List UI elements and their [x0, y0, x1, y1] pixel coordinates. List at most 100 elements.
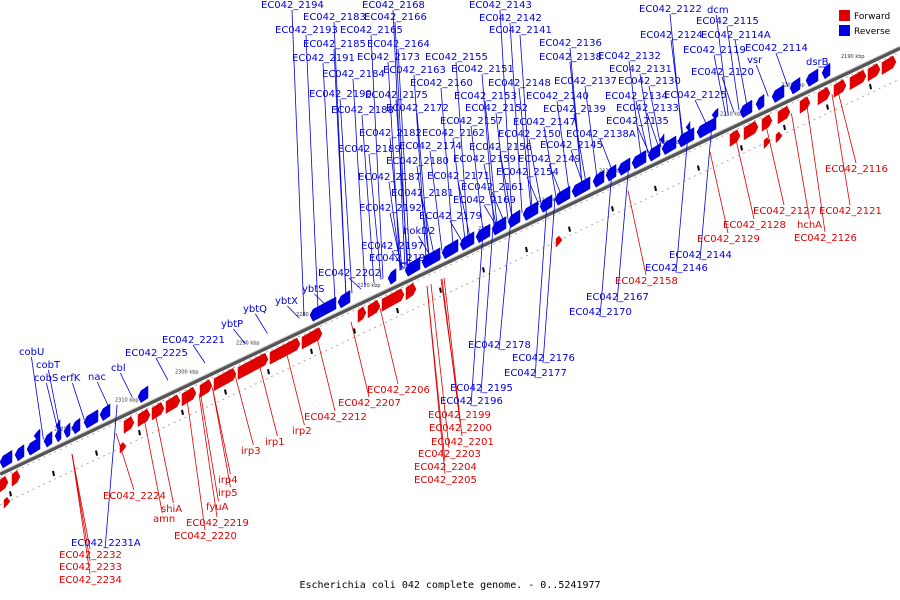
reverse-gene-arrow: [659, 133, 665, 145]
reverse-leader-line: [31, 356, 44, 440]
forward-gene-label: irp3: [241, 446, 261, 457]
reverse-gene-label: EC042_2146: [645, 263, 708, 274]
reverse-gene-label: EC042_2168: [362, 0, 425, 11]
reverse-leader-line: [395, 99, 409, 267]
reverse-gene-arrow: [755, 93, 765, 111]
reverse-gene-arrow: [631, 149, 647, 170]
forward-leader-line: [143, 419, 163, 514]
forward-leader-line: [155, 414, 174, 504]
forward-gene-arrow: [151, 402, 165, 421]
reverse-leader-line: [775, 52, 789, 88]
forward-gene-arrow: [881, 55, 897, 75]
forward-gene-arrow: [833, 79, 847, 98]
forward-gene-label: EC042_2158: [615, 276, 678, 287]
reverse-gene-arrow: [387, 268, 397, 285]
forward-gene-arrow: [775, 131, 783, 144]
reverse-leader-line: [418, 235, 431, 257]
reverse-gene-label: EC042_2185: [303, 39, 366, 50]
forward-gene-arrow: [761, 114, 773, 132]
reverse-gene-label: EC042_2130: [618, 76, 681, 87]
legend-forward-swatch: [839, 10, 850, 21]
reverse-leader-line: [449, 220, 463, 242]
forward-gene-label: EC042_2204: [414, 462, 477, 473]
reverse-gene-label: EC042_2170: [569, 307, 632, 318]
reverse-gene-label: EC042_2161: [461, 182, 524, 193]
grid-dash: [869, 84, 872, 90]
reverse-leader-line: [534, 201, 548, 379]
forward-gene-arrow: [199, 379, 213, 398]
reverse-gene-label: dcm: [707, 5, 729, 16]
reverse-gene-arrow: [739, 99, 753, 119]
kbp-tick-label: 2210 kbp: [720, 111, 744, 117]
forward-gene-label: EC042_2203: [418, 449, 481, 460]
reverse-gene-label: EC042_2135: [606, 116, 669, 127]
reverse-leader-line: [413, 74, 427, 259]
reverse-leader-line: [72, 382, 85, 421]
reverse-gene-label: EC042_2144: [669, 250, 732, 261]
reverse-leader-line: [429, 150, 443, 251]
reverse-gene-label: EC042_2193: [275, 25, 338, 36]
reverse-gene-label: EC042_2174: [399, 141, 462, 152]
forward-leader-line: [379, 308, 399, 385]
forward-gene-label: EC042_2121: [819, 206, 882, 217]
reverse-gene-label: EC042_2202: [318, 268, 381, 279]
reverse-leader-line: [599, 138, 613, 171]
reverse-gene-label: cobT: [36, 360, 61, 371]
reverse-gene-label: ybtS: [302, 284, 325, 295]
reverse-leader-line: [491, 191, 505, 222]
forward-gene-label: irp4: [218, 475, 238, 486]
reverse-gene-label: EC042_2150: [498, 129, 561, 140]
reverse-gene-label: EC042_2159: [453, 154, 516, 165]
forward-gene-label: EC042_2126: [794, 233, 857, 244]
reverse-gene-label: EC042_2172: [386, 103, 449, 114]
reverse-gene-arrow: [55, 419, 61, 430]
kbp-tick-label: 2310 kbp: [115, 398, 139, 404]
grid-dash: [525, 246, 528, 253]
reverse-gene-label: vsr: [747, 55, 763, 66]
reverse-leader-line: [480, 226, 494, 394]
reverse-gene-arrow: [43, 430, 53, 448]
reverse-leader-line: [499, 9, 513, 218]
reverse-gene-arrow: [14, 444, 25, 462]
forward-leader-line: [735, 139, 755, 220]
reverse-leader-line: [339, 98, 353, 294]
reverse-leader-line: [416, 165, 430, 257]
reverse-gene-label: EC042_2131: [609, 64, 672, 75]
forward-leader-line: [709, 151, 729, 234]
grid-dash: [826, 104, 829, 110]
grid-dash: [697, 165, 700, 171]
forward-gene-arrow: [119, 441, 127, 454]
reverse-gene-label: EC042_2188: [331, 105, 394, 116]
forward-leader-line: [426, 285, 446, 475]
forward-leader-line: [115, 432, 135, 491]
reverse-gene-label: EC042_2231A: [71, 538, 141, 549]
grid-dash: [482, 267, 485, 273]
gene-features: [0, 55, 897, 509]
forward-gene-label: EC042_2129: [697, 234, 760, 245]
kbp-tick-label: 2300 kbp: [175, 369, 199, 375]
reverse-gene-label: EC042_2173: [357, 52, 420, 63]
forward-gene-arrow: [763, 137, 771, 149]
reverse-leader-line: [255, 313, 268, 334]
reverse-leader-line: [361, 114, 375, 284]
genome-caption: Escherichia coli 042 complete genome. - …: [299, 580, 600, 591]
reverse-gene-arrow: [26, 436, 41, 456]
reverse-gene-arrow: [522, 200, 539, 221]
reverse-gene-label: EC042_2156: [469, 142, 532, 153]
reverse-gene-label: EC042_2162: [422, 128, 485, 139]
forward-leader-line: [259, 365, 278, 437]
forward-gene-arrow: [405, 282, 417, 301]
forward-gene-arrow: [555, 235, 563, 248]
reverse-leader-line: [416, 112, 430, 257]
reverse-gene-label: EC042_2153: [454, 91, 517, 102]
reverse-leader-line: [455, 61, 469, 239]
reverse-leader-line: [670, 39, 684, 137]
forward-leader-line: [441, 278, 461, 423]
reverse-gene-arrow: [309, 296, 337, 322]
forward-leader-line: [430, 283, 450, 449]
kbp-tick-label: 2190 kbp: [841, 54, 865, 60]
grid-dash: [181, 409, 184, 416]
forward-leader-line: [286, 352, 305, 426]
legend-reverse-swatch: [839, 25, 850, 36]
forward-gene-label: EC042_2128: [723, 220, 786, 231]
